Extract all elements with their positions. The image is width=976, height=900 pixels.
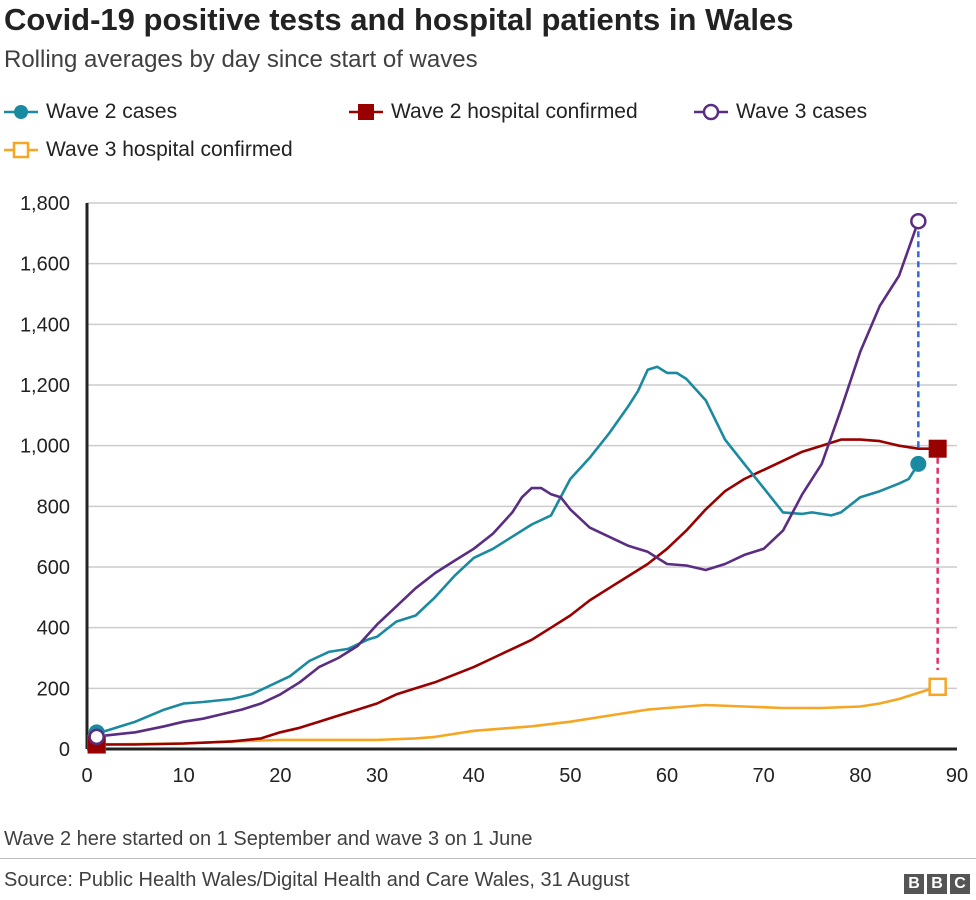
y-tick-label: 200 xyxy=(37,678,70,700)
series-line-2 xyxy=(96,220,920,739)
series-line-3 xyxy=(96,685,939,746)
series-end-marker xyxy=(928,677,947,697)
chart-title: Covid-19 positive tests and hospital pat… xyxy=(4,2,794,37)
legend-item: Wave 3 cases xyxy=(694,100,867,124)
legend-item: Wave 2 cases xyxy=(4,100,177,124)
line-chart: 0 200 400 600 800 1,000 1,200 1,400 1,600 1,800 0 1… xyxy=(20,193,968,787)
x-tick-label: 80 xyxy=(849,765,871,787)
y-tick-label: 1,000 xyxy=(20,436,70,458)
x-tick-label: 60 xyxy=(656,765,678,787)
series-line-1 xyxy=(96,438,938,746)
legend-marker-icon xyxy=(349,104,383,120)
series-end-marker xyxy=(910,212,927,230)
series-end-marker xyxy=(910,455,927,472)
legend-marker-icon xyxy=(4,105,38,119)
chart-subtitle: Rolling averages by day since start of w… xyxy=(4,46,478,73)
legend-label: Wave 3 cases xyxy=(736,100,868,123)
x-tick-label: 0 xyxy=(81,765,92,787)
legend-label: Wave 3 hospital confirmed xyxy=(46,138,293,161)
legend-label: Wave 2 cases xyxy=(46,100,178,123)
y-tick-label: 1,800 xyxy=(20,193,70,215)
legend-marker-icon xyxy=(4,141,38,159)
x-tick-label: 10 xyxy=(173,765,195,787)
x-tick-label: 40 xyxy=(463,765,485,787)
legend-item: Wave 2 hospital confirmed xyxy=(349,100,638,124)
y-tick-label: 600 xyxy=(37,557,70,579)
series-end-marker xyxy=(928,439,947,458)
x-tick-label: 50 xyxy=(559,765,581,787)
x-tick-label: 70 xyxy=(753,765,775,787)
legend-label: Wave 2 hospital confirmed xyxy=(391,100,638,123)
divider xyxy=(0,858,976,859)
x-tick-label: 20 xyxy=(269,765,291,787)
y-tick-label: 0 xyxy=(59,739,70,761)
footnote: Wave 2 here started on 1 September and w… xyxy=(4,828,533,850)
y-tick-label: 1,200 xyxy=(20,375,70,397)
y-tick-label: 1,400 xyxy=(20,314,70,336)
y-tick-label: 800 xyxy=(37,496,70,518)
x-tick-label: 90 xyxy=(946,765,968,787)
y-tick-label: 400 xyxy=(37,618,70,640)
y-tick-label: 1,600 xyxy=(20,254,70,276)
legend-item: Wave 3 hospital confirmed xyxy=(4,138,293,162)
series-start-marker xyxy=(88,728,105,746)
x-tick-label: 30 xyxy=(366,765,388,787)
source-text: Source: Public Health Wales/Digital Heal… xyxy=(4,869,630,891)
series-line-0 xyxy=(96,365,920,734)
legend-marker-icon xyxy=(694,103,728,121)
